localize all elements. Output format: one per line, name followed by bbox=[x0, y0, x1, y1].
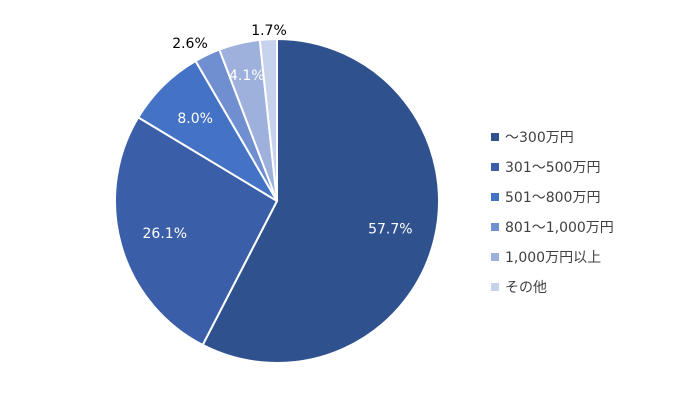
data-label-1: 57.7% bbox=[368, 222, 412, 238]
legend-label-4: 801〜1,000万円 bbox=[505, 220, 614, 236]
legend-label-5: 1,000万円以上 bbox=[505, 250, 601, 266]
legend-label-3: 501〜800万円 bbox=[505, 190, 600, 206]
data-label-3: 8.0% bbox=[177, 111, 213, 127]
pie-data-labels: 57.7% 26.1% 8.0% 2.6% 4.1% 1.7% bbox=[143, 23, 413, 242]
pie-slices bbox=[114, 37, 440, 364]
legend-swatch-1 bbox=[491, 133, 499, 141]
data-label-4: 2.6% bbox=[172, 36, 208, 52]
pie-slice-2 bbox=[114, 116, 279, 347]
data-label-5: 4.1% bbox=[229, 68, 265, 84]
data-label-2: 26.1% bbox=[143, 226, 187, 242]
legend-swatch-6 bbox=[491, 283, 499, 291]
legend-label-2: 301〜500万円 bbox=[505, 160, 600, 176]
legend-swatch-4 bbox=[491, 223, 499, 231]
data-label-6: 1.7% bbox=[251, 23, 287, 39]
legend-swatch-2 bbox=[491, 163, 499, 171]
pie-slice-6 bbox=[258, 37, 278, 202]
pie-slice-1 bbox=[201, 37, 440, 364]
legend-label-6: その他 bbox=[505, 280, 547, 296]
legend-label-1: 〜300万円 bbox=[505, 130, 574, 146]
legend: 〜300万円 301〜500万円 501〜800万円 801〜1,000万円 1,000… bbox=[491, 130, 614, 296]
legend-swatch-3 bbox=[491, 193, 499, 201]
legend-swatch-5 bbox=[491, 253, 499, 261]
